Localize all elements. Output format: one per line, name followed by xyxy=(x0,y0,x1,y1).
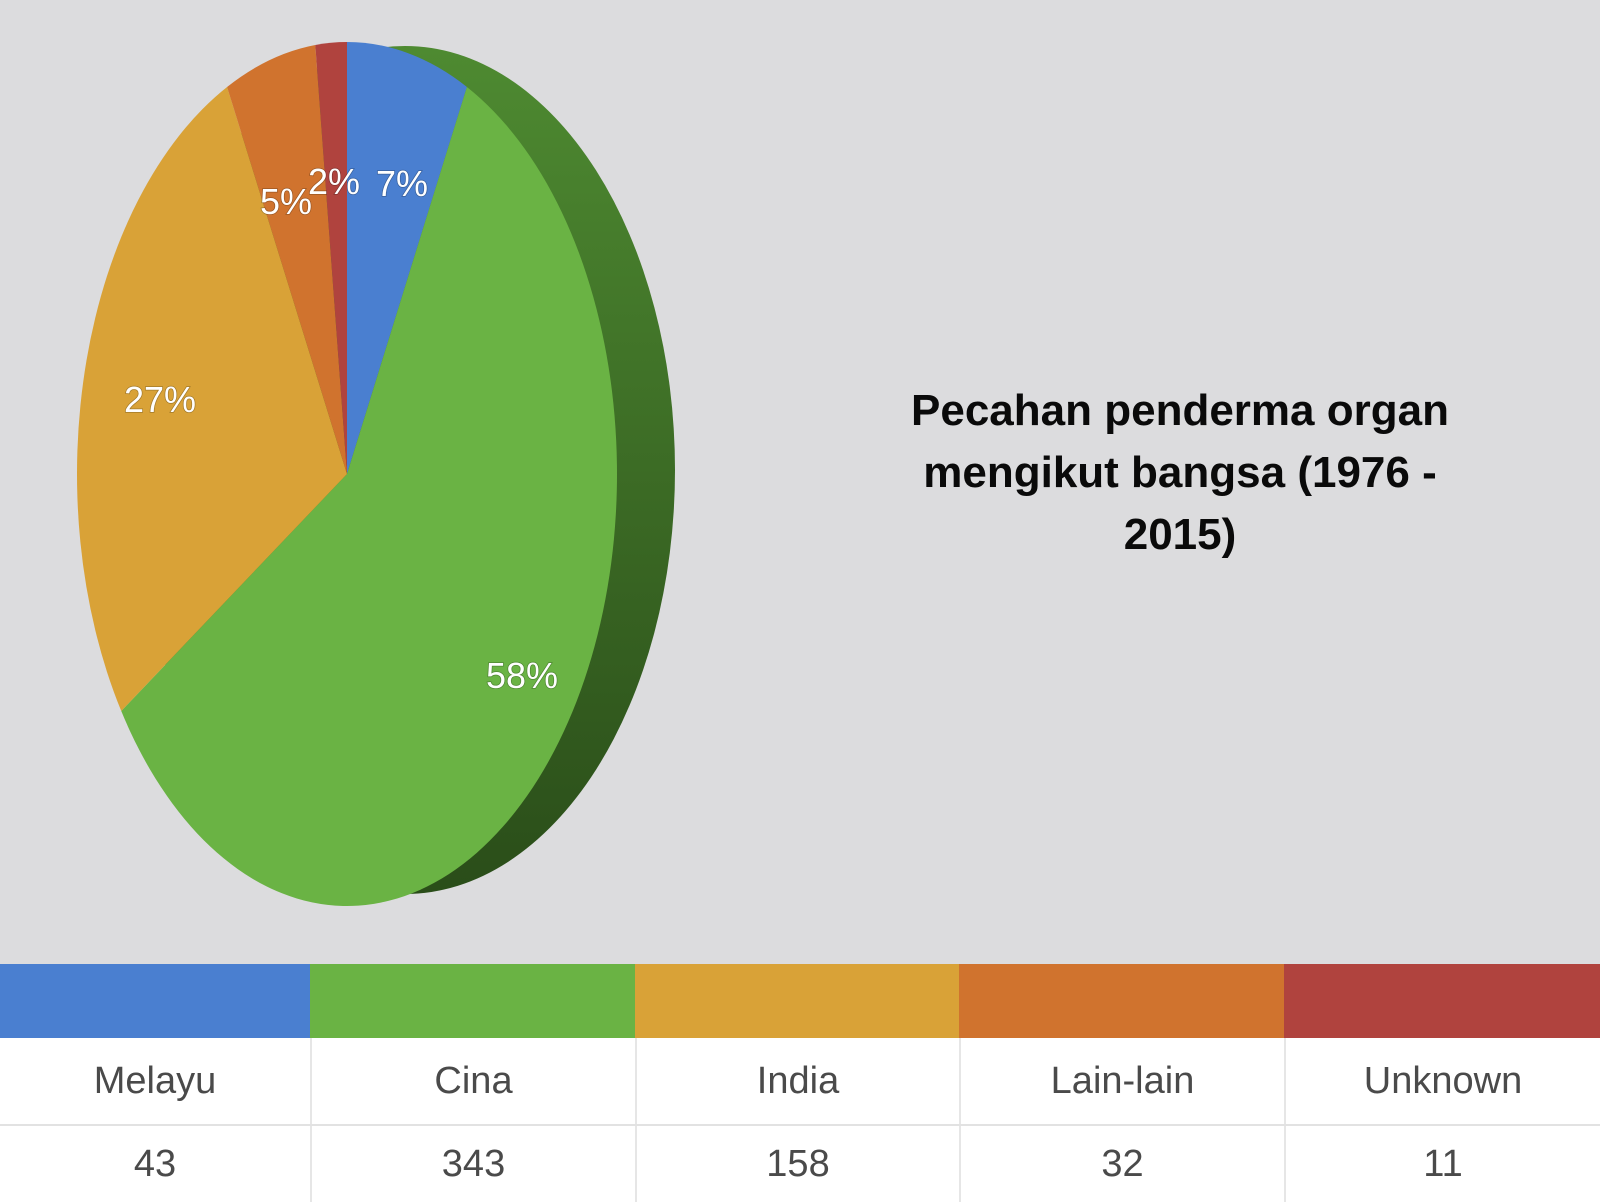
legend-swatch-row xyxy=(0,964,1600,1038)
pie-label-cina: 58% xyxy=(486,655,558,696)
pie-slice-lain-lain xyxy=(227,44,347,475)
chart-title: Pecahan penderma organ mengikut bangsa (… xyxy=(911,386,1449,559)
legend-value-unknown: 11 xyxy=(1284,1126,1600,1202)
legend-value-melayu: 43 xyxy=(133,1142,177,1185)
pie-slices xyxy=(77,42,618,907)
legend-value-row: 43 343 158 32 11 xyxy=(0,1126,1600,1202)
legend-name-row: Melayu Cina India Lain-lain Unknown xyxy=(0,1038,1600,1126)
pie-slice-unknown xyxy=(315,42,347,474)
pie-chart: 7% 58% 27% 5%2% xyxy=(77,42,675,907)
legend-category-india: India xyxy=(635,1038,959,1124)
legend-category-lain-lain: Lain-lain xyxy=(959,1038,1284,1124)
legend-category-cina: Cina xyxy=(310,1038,635,1124)
pie-label-india: 27% xyxy=(124,379,196,420)
pie-percent-labels: 7% 58% 27% 5%2% xyxy=(123,160,559,697)
legend-swatch-india xyxy=(635,964,959,1038)
legend-category-unknown: Unknown xyxy=(1284,1038,1600,1124)
legend-swatch-melayu xyxy=(0,964,310,1038)
pie-label-lain-lain: 5% xyxy=(260,181,312,222)
legend-swatch-unknown xyxy=(1284,964,1600,1038)
pie-slice-india xyxy=(77,86,348,711)
legend-category-melayu: Melayu xyxy=(93,1059,217,1102)
pie-label-unknown: 2% xyxy=(308,161,360,202)
legend-table: Melayu Cina India Lain-lain Unknown 43 343 158… xyxy=(0,964,1600,1202)
legend-value-india: 158 xyxy=(635,1126,959,1202)
legend-swatch-cina xyxy=(310,964,635,1038)
legend-value-lain-lain: 32 xyxy=(959,1126,1284,1202)
legend-swatch-lain-lain xyxy=(959,964,1284,1038)
pie-slice-cina xyxy=(121,86,618,907)
legend-value-cina: 343 xyxy=(310,1126,635,1202)
pie-label-melayu: 7% xyxy=(376,163,428,204)
pie-slice-melayu xyxy=(347,42,467,474)
